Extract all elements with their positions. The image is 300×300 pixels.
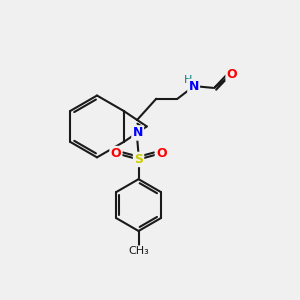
Text: O: O: [111, 147, 121, 160]
Text: O: O: [226, 68, 237, 80]
Text: O: O: [156, 147, 166, 160]
Text: N: N: [133, 126, 143, 140]
Text: H: H: [184, 75, 193, 85]
Text: S: S: [134, 153, 143, 166]
Text: CH₃: CH₃: [128, 246, 149, 256]
Text: N: N: [188, 80, 199, 93]
